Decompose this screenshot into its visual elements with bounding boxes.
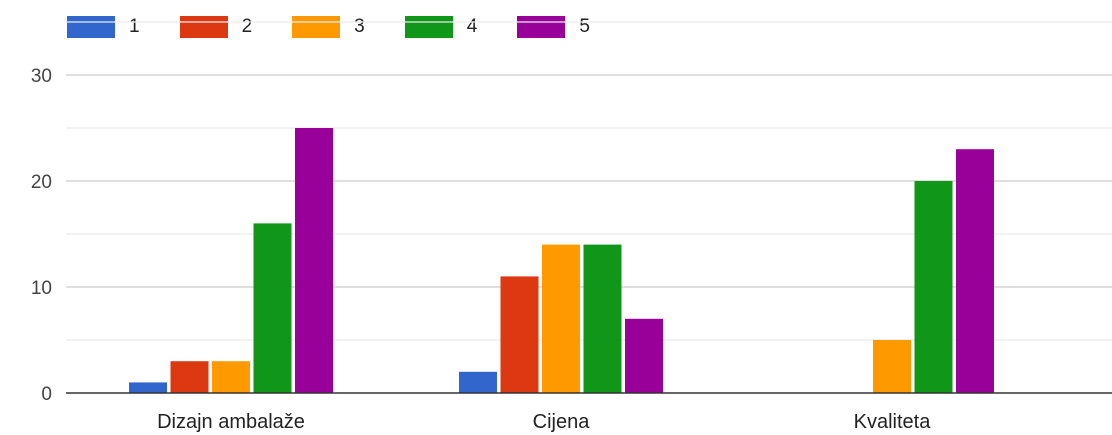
category-label-dizajn: Dizajn ambalaže	[157, 411, 305, 433]
bars	[129, 128, 994, 393]
bar-2-series-5[interactable]	[625, 318, 663, 393]
bar-1-series-4[interactable]	[253, 223, 292, 393]
bar-3-series-4[interactable]	[914, 181, 953, 393]
bar-3-series-5[interactable]	[956, 149, 994, 393]
bar-2-series-2[interactable]	[500, 276, 539, 393]
category-label-kvaliteta: Kvaliteta	[854, 411, 932, 433]
bar-1-series-5[interactable]	[295, 128, 333, 393]
legend-label-1: 1	[129, 16, 140, 37]
y-axis-ticks: 0 10 20 30	[31, 66, 52, 405]
y-tick-label-20: 20	[31, 172, 52, 193]
y-tick-label-30: 30	[31, 66, 52, 87]
category-label-cijena: Cijena	[533, 411, 591, 433]
y-tick-label-0: 0	[41, 384, 52, 405]
x-axis-categories: Dizajn ambalaže Cijena Kvaliteta	[157, 411, 931, 433]
bar-3-series-3[interactable]	[873, 340, 911, 393]
bar-1-series-2[interactable]	[170, 361, 209, 393]
bar-2-series-4[interactable]	[583, 244, 622, 393]
bar-2-series-1[interactable]	[459, 371, 497, 393]
legend-label-5: 5	[579, 16, 590, 37]
bar-1-series-1[interactable]	[129, 382, 167, 393]
bar-1-series-3[interactable]	[212, 361, 250, 393]
legend-label-3: 3	[354, 16, 365, 37]
y-tick-label-10: 10	[31, 278, 52, 299]
legend-label-4: 4	[466, 16, 478, 37]
bar-2-series-3[interactable]	[542, 244, 580, 393]
legend-label-2: 2	[241, 16, 253, 37]
